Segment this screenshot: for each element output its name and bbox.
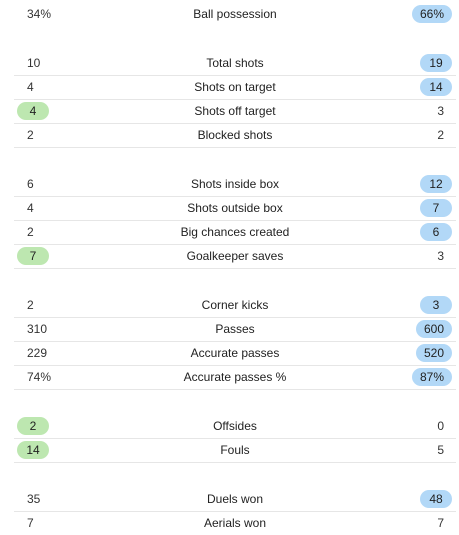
stat-label: Offsides <box>213 419 257 433</box>
stat-label: Ball possession <box>193 7 277 21</box>
away-value: 3 <box>420 296 452 314</box>
away-value: 19 <box>420 54 452 72</box>
stat-row-accurate-passes: Accurate passes 229 520 <box>14 341 456 366</box>
away-value: 48 <box>420 490 452 508</box>
stat-label: Aerials won <box>203 516 267 530</box>
away-value: 14 <box>420 78 452 96</box>
stat-label: Fouls <box>220 443 250 457</box>
stat-row-shots-off-target: Shots off target 4 3 <box>14 99 456 124</box>
away-value: 520 <box>415 344 452 362</box>
away-value: 87% <box>411 368 452 386</box>
stat-row-passes: Passes 310 600 <box>14 317 456 342</box>
stat-row-shots-on-target: Shots on target 4 14 <box>14 75 456 100</box>
stat-row-blocked-shots: Blocked shots 2 2 <box>14 123 456 148</box>
home-value: 6 <box>27 177 34 191</box>
stat-label: Shots outside box <box>187 201 283 215</box>
home-value: 2 <box>27 128 34 142</box>
stat-row-accurate-passes-pct: Accurate passes % 74% 87% <box>14 365 456 390</box>
away-value: 6 <box>420 223 452 241</box>
stat-label: Accurate passes <box>190 346 280 360</box>
stat-row-shots-outside-box: Shots outside box 4 7 <box>14 196 456 221</box>
home-value: 4 <box>17 102 49 120</box>
home-value: 74% <box>27 370 52 384</box>
away-value: 3 <box>437 104 444 118</box>
away-value: 7 <box>437 516 444 530</box>
home-value: 229 <box>27 346 48 360</box>
home-value: 2 <box>27 225 34 239</box>
stat-label: Goalkeeper saves <box>186 249 284 263</box>
away-value: 7 <box>420 199 452 217</box>
away-value: 5 <box>437 443 444 457</box>
stat-row-big-chances-created: Big chances created 2 6 <box>14 220 456 245</box>
home-value: 10 <box>27 56 41 70</box>
home-value: 7 <box>27 516 34 530</box>
home-value: 34% <box>27 7 52 21</box>
away-value: 0 <box>437 419 444 433</box>
stat-row-aerials-won: Aerials won 7 7 <box>14 511 456 535</box>
stat-row-fouls: Fouls 14 5 <box>14 438 456 463</box>
home-value: 310 <box>27 322 48 336</box>
stat-label: Shots inside box <box>190 177 280 191</box>
stat-label: Shots off target <box>194 104 276 118</box>
home-value: 14 <box>17 441 49 459</box>
stat-row-shots-inside-box: Shots inside box 6 12 <box>14 172 456 197</box>
away-value: 66% <box>411 5 452 23</box>
stat-label: Blocked shots <box>197 128 273 142</box>
stat-label: Corner kicks <box>201 298 269 312</box>
stat-label: Total shots <box>206 56 264 70</box>
home-value: 2 <box>27 298 34 312</box>
stat-label: Accurate passes % <box>183 370 287 384</box>
home-value: 4 <box>27 80 34 94</box>
stat-label: Passes <box>215 322 255 336</box>
home-value: 2 <box>17 417 49 435</box>
home-value: 4 <box>27 201 34 215</box>
stat-label: Duels won <box>206 492 264 506</box>
stat-label: Big chances created <box>180 225 290 239</box>
home-value: 7 <box>17 247 49 265</box>
stat-row-corner-kicks: Corner kicks 2 3 <box>14 293 456 318</box>
stat-label: Shots on target <box>194 80 276 94</box>
stat-row-duels-won: Duels won 35 48 <box>14 487 456 512</box>
stat-row-ball-possession: Ball possession 34% 66% <box>14 2 456 26</box>
stat-row-total-shots: Total shots 10 19 <box>14 51 456 76</box>
away-value: 600 <box>415 320 452 338</box>
away-value: 2 <box>437 128 444 142</box>
away-value: 12 <box>420 175 452 193</box>
stat-row-goalkeeper-saves: Goalkeeper saves 7 3 <box>14 244 456 269</box>
away-value: 3 <box>437 249 444 263</box>
stat-row-offsides: Offsides 2 0 <box>14 414 456 439</box>
home-value: 35 <box>27 492 41 506</box>
